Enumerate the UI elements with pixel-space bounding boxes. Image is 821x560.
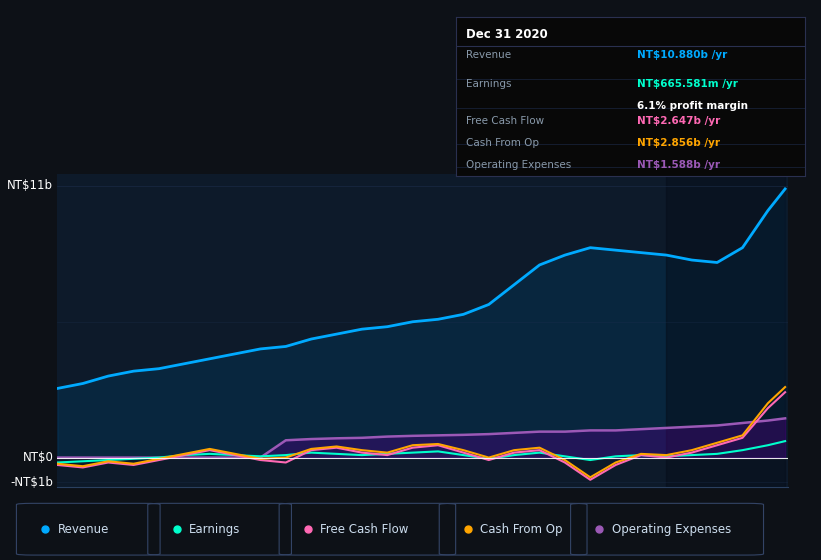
Text: NT$11b: NT$11b <box>7 179 53 193</box>
Text: NT$665.581m /yr: NT$665.581m /yr <box>637 79 738 89</box>
Text: Operating Expenses: Operating Expenses <box>466 160 571 170</box>
Text: Free Cash Flow: Free Cash Flow <box>320 522 409 536</box>
Text: 6.1% profit margin: 6.1% profit margin <box>637 101 748 111</box>
Text: Dec 31 2020: Dec 31 2020 <box>466 28 548 41</box>
Text: Cash From Op: Cash From Op <box>466 138 539 148</box>
Text: -NT$1b: -NT$1b <box>11 476 53 489</box>
Text: Operating Expenses: Operating Expenses <box>612 522 731 536</box>
Text: Revenue: Revenue <box>57 522 109 536</box>
Text: NT$0: NT$0 <box>22 451 53 464</box>
Bar <box>667 174 785 487</box>
Text: NT$2.856b /yr: NT$2.856b /yr <box>637 138 720 148</box>
Text: NT$10.880b /yr: NT$10.880b /yr <box>637 50 727 60</box>
Text: Earnings: Earnings <box>466 79 511 89</box>
Text: Earnings: Earnings <box>189 522 241 536</box>
Text: Revenue: Revenue <box>466 50 511 60</box>
Text: NT$1.588b /yr: NT$1.588b /yr <box>637 160 720 170</box>
Text: Cash From Op: Cash From Op <box>480 522 562 536</box>
Text: Free Cash Flow: Free Cash Flow <box>466 116 544 126</box>
Text: NT$2.647b /yr: NT$2.647b /yr <box>637 116 720 126</box>
